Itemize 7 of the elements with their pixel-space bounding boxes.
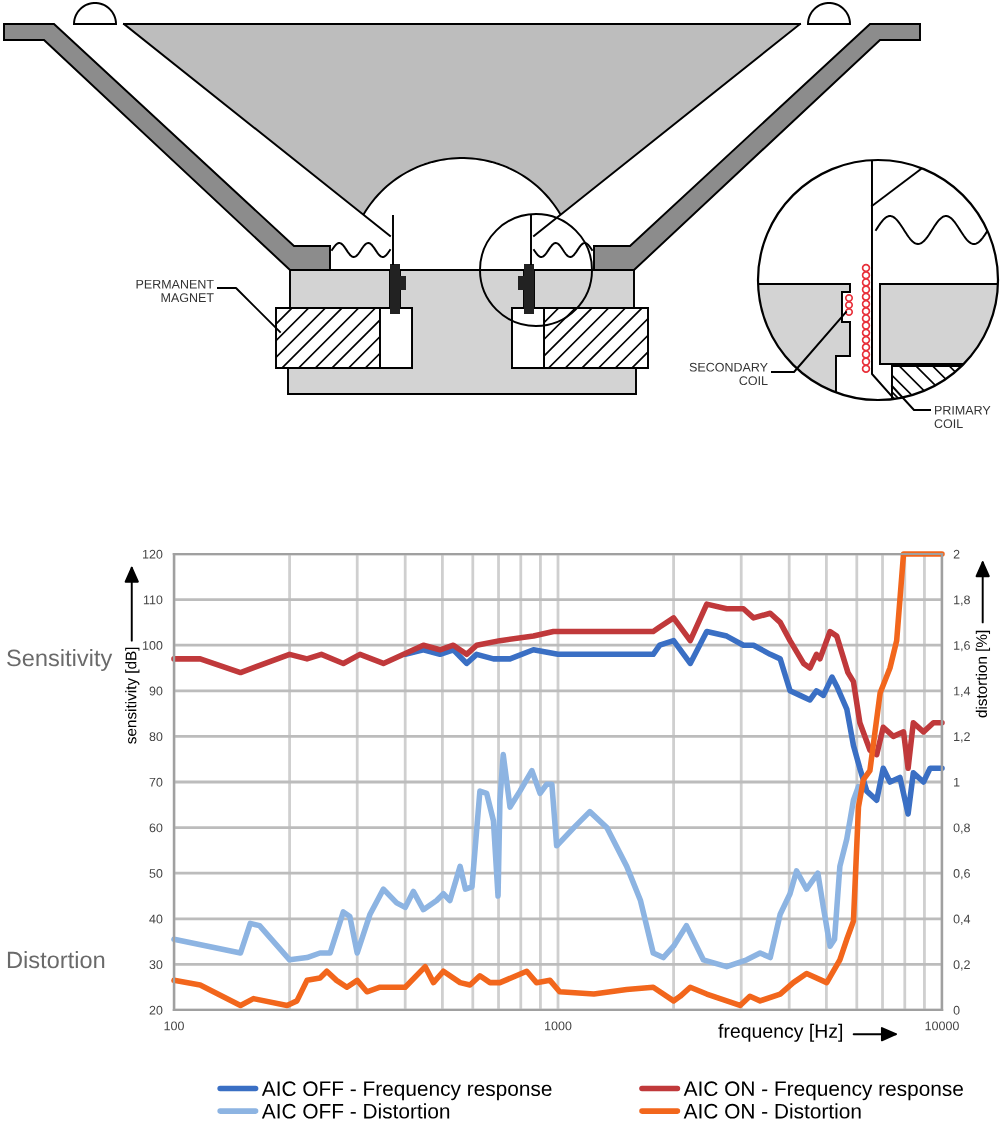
text: Sensitivity	[7, 648, 113, 672]
text: Distortion	[7, 950, 105, 969]
x-axis-title: frequency [Hz]	[718, 1023, 843, 1042]
legend-label: AIC OFF - Frequency response	[261, 1081, 552, 1101]
legend-label: AIC OFF - Distortion	[261, 1103, 450, 1119]
legend-label: AIC ON - Frequency response	[683, 1081, 963, 1101]
legend-label: AIC ON - Distortion	[683, 1103, 861, 1119]
